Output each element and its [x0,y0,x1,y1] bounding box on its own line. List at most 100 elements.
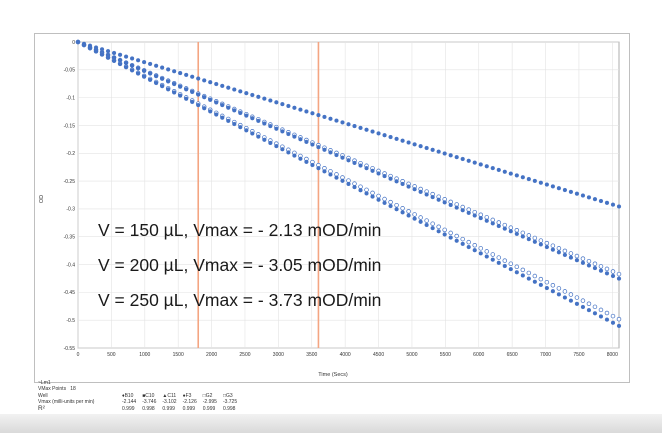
data-point [616,204,622,209]
data-point [490,252,496,257]
data-point [310,162,315,168]
data-point [424,145,429,151]
data-point [556,250,561,255]
data-point [424,222,429,228]
data-point [256,118,261,123]
data-point [454,233,459,239]
data-point [129,63,135,68]
y-tick-label: -0.3 [66,207,75,213]
x-tick-label: 6500 [507,352,518,358]
data-point [172,90,177,95]
data-point [400,181,405,187]
data-point [328,150,333,155]
data-point [304,159,309,164]
data-point [616,271,622,277]
data-point [394,202,399,208]
data-point [502,169,507,174]
data-point [340,120,345,125]
data-point [448,202,453,208]
data-point [454,205,459,210]
data-point [136,66,141,71]
data-point [358,125,363,130]
data-point [430,221,435,226]
data-point [568,255,574,260]
data-point [496,167,501,173]
data-point [214,100,219,105]
data-point [586,308,592,313]
data-point [574,258,580,263]
data-point [394,136,399,141]
data-point [286,131,291,137]
table-cell: -2.126 [182,398,197,405]
data-point [376,193,381,199]
data-point [105,49,111,54]
data-point [586,258,592,264]
data-point [220,83,225,88]
data-point [280,102,285,107]
y-tick-label: 0 [72,40,75,46]
data-point [436,149,441,154]
x-tick-label: 5000 [406,352,417,358]
data-point [436,197,441,202]
data-point [334,175,339,180]
data-point [448,230,453,236]
data-point [514,264,520,270]
data-point [352,181,357,186]
data-point [81,43,87,48]
data-point [574,295,580,300]
table-cell: 0.999 [182,405,196,412]
data-point [232,108,237,113]
bottom-bar [0,414,662,433]
data-point [490,166,495,171]
data-point [520,234,525,239]
data-point [412,142,417,147]
data-point [526,237,531,242]
data-point [598,307,604,313]
data-point [610,269,616,274]
data-point [328,116,333,121]
data-point [334,152,339,158]
data-point [388,203,393,209]
data-point [502,263,507,269]
data-point [322,114,327,120]
data-point [292,105,297,110]
data-point [340,155,345,160]
y-tick-label: -0.45 [64,290,76,296]
data-point [502,222,508,228]
data-point [238,125,243,130]
data-point [544,182,549,187]
data-point [514,270,519,275]
data-point [75,39,81,45]
data-point [568,189,574,194]
x-tick-label: 1000 [139,352,150,358]
data-point [610,202,616,207]
data-point [406,209,411,214]
data-point [123,60,129,66]
table-row: Well ♦B10 ■C10 ▲C11 ●F3 □G2 □G3 [38,393,243,399]
data-point [538,242,543,247]
x-tick-label: 3000 [273,352,284,358]
data-point [586,263,592,268]
data-point [520,175,525,180]
data-point [538,276,544,282]
data-point [388,176,393,181]
data-point [502,258,508,263]
data-point [316,145,321,150]
series-1 [75,39,622,209]
chart-frame: 0 500 1000 1500 2000 2500 3000 3500 4000 4500 5000… [34,33,630,383]
data-point [514,227,520,233]
data-point [208,109,213,114]
data-point [346,181,351,187]
data-point [178,84,183,89]
data-point [190,89,195,95]
data-point [226,118,231,123]
x-tick-label: 0 [77,352,80,358]
row-label-vmax: Vmax (milli-units per min) [38,398,95,405]
data-point [550,247,555,252]
y-tick-label: -0.1 [66,95,75,101]
data-point [460,241,465,246]
data-point [562,187,567,193]
table-cell: -2.144 [122,398,137,405]
data-point [604,310,610,316]
data-point [370,194,375,199]
